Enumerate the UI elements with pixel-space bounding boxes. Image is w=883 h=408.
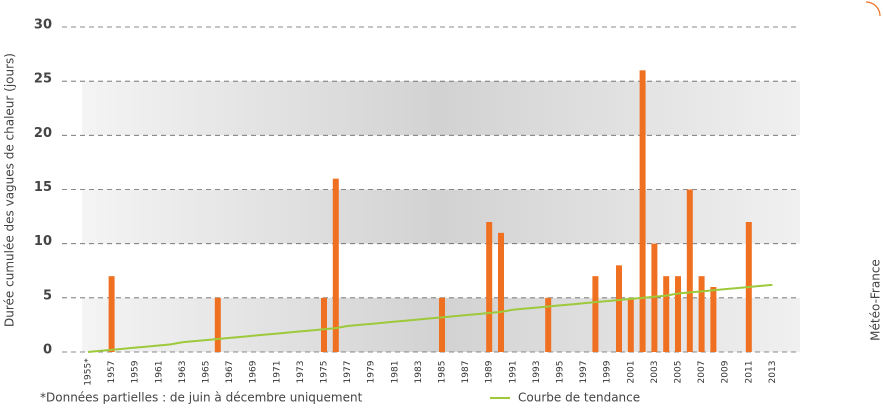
- bar: [498, 232, 504, 352]
- x-tick-label: 1993: [532, 361, 542, 384]
- x-tick-label: 2009: [721, 360, 731, 383]
- bar: [108, 276, 115, 352]
- x-tick-label: 1999: [603, 360, 613, 383]
- bar: [627, 297, 634, 352]
- y-axis-label: Durée cumulée des vagues de chaleur (jou…: [3, 53, 17, 327]
- x-tick-label: 1989: [485, 360, 495, 383]
- bar: [439, 297, 445, 352]
- y-tick-label: 10: [34, 234, 52, 249]
- x-tick-label: 1959: [131, 360, 141, 383]
- x-tick-label: 2007: [697, 361, 707, 384]
- x-tick-label: 2003: [650, 361, 660, 384]
- x-tick-label: 2013: [768, 361, 778, 384]
- source: Météo-France: [869, 259, 883, 341]
- x-tick-label: 1979: [367, 360, 377, 383]
- bar: [214, 297, 221, 352]
- y-tick-label: 0: [43, 343, 52, 358]
- x-tick-label: 2001: [626, 361, 636, 384]
- decoration: [865, 1, 881, 17]
- x-tick-label: 1975: [320, 361, 330, 384]
- x-tick-label: 1971: [272, 361, 282, 384]
- x-tick-label: 1977: [343, 361, 353, 384]
- bar: [675, 276, 681, 352]
- x-tick-label: 1991: [508, 361, 518, 384]
- trend-line: [87, 283, 773, 353]
- x-tick-label: 1967: [225, 361, 235, 384]
- x-tick-label: 1965: [202, 361, 212, 384]
- bar: [486, 222, 493, 352]
- x-tick-label: 1957: [107, 361, 117, 384]
- legend-label: Courbe de tendance: [518, 391, 640, 405]
- bar: [663, 276, 670, 352]
- x-tick-label: 2011: [744, 361, 754, 384]
- bar: [686, 189, 693, 352]
- bar: [332, 178, 339, 352]
- bar: [592, 276, 599, 352]
- band: [82, 189, 800, 244]
- x-tick-label: 1983: [414, 361, 424, 384]
- y-tick-label: 20: [34, 126, 52, 141]
- x-tick-label: 1997: [579, 361, 589, 384]
- bar: [698, 276, 705, 352]
- y-tick-label: 15: [34, 180, 52, 195]
- x-tick-label: 1987: [461, 361, 471, 384]
- footnote: *Données partielles : de juin à décembre…: [40, 391, 363, 405]
- x-tick-label: 1955*: [84, 358, 94, 386]
- band: [82, 81, 800, 136]
- x-tick-label: 1963: [178, 361, 188, 384]
- y-tick-label: 30: [34, 18, 52, 33]
- bar: [616, 265, 622, 352]
- x-tick-label: 1985: [438, 361, 448, 384]
- bar: [321, 297, 327, 352]
- bar: [639, 70, 646, 352]
- x-tick-label: 1961: [154, 361, 164, 384]
- bar: [651, 243, 658, 352]
- x-tick-label: 2005: [674, 361, 684, 384]
- y-tick-label: 25: [34, 72, 52, 87]
- bar: [710, 287, 717, 352]
- bar: [545, 297, 552, 352]
- x-tick-label: 1969: [249, 360, 259, 383]
- x-tick-label: 1995: [556, 361, 566, 384]
- x-tick-label: 1973: [296, 361, 306, 384]
- y-tick-label: 5: [43, 288, 52, 303]
- x-tick-label: 1981: [390, 361, 400, 384]
